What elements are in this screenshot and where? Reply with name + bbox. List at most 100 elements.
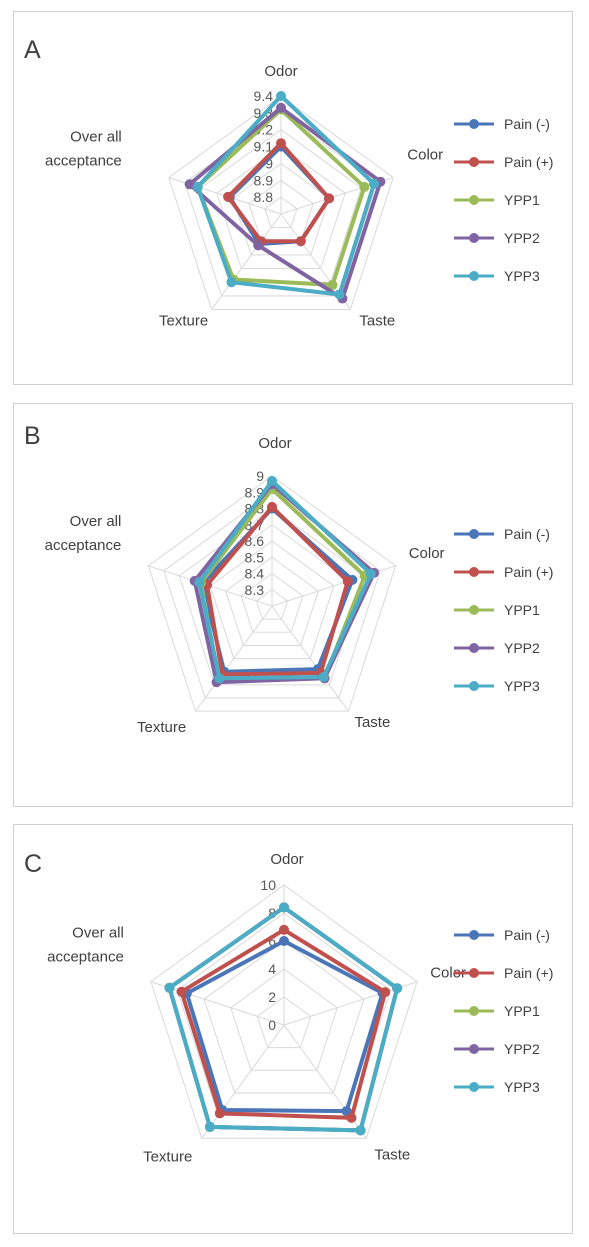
data-point	[184, 179, 195, 190]
data-point	[164, 982, 175, 993]
data-point	[276, 102, 286, 113]
tick-label: 8.8	[254, 189, 274, 205]
legend-label: YPP2	[504, 1041, 540, 1057]
series-line	[195, 94, 376, 297]
legend-marker	[469, 119, 479, 129]
gridline	[147, 475, 397, 712]
axis-label-taste: Taste	[374, 1146, 410, 1163]
data-point	[324, 193, 335, 204]
data-point	[327, 279, 338, 290]
gridline	[150, 884, 418, 1139]
legend-item-ypp1: YPP1	[454, 192, 540, 208]
gridline	[178, 507, 366, 686]
series-line	[187, 105, 383, 301]
legend-item-ypp2: YPP2	[454, 230, 540, 246]
data-point	[355, 1125, 366, 1136]
legend-label: YPP3	[504, 268, 540, 284]
panel-label: B	[24, 422, 41, 450]
data-point	[194, 577, 205, 588]
legend-marker	[469, 1044, 479, 1054]
gridline	[240, 572, 304, 633]
data-point	[276, 138, 286, 149]
spoke	[271, 605, 349, 712]
data-point	[295, 236, 306, 247]
legend-marker	[469, 968, 479, 978]
axis-label-over-all-acceptance: Over all acceptance	[47, 925, 124, 966]
legend-marker	[469, 567, 479, 577]
tick-label: 9.4	[254, 88, 274, 104]
axis-label-over-all-acceptance: Over all acceptance	[45, 129, 122, 170]
legend-label: YPP3	[504, 1079, 540, 1095]
data-point	[276, 91, 286, 101]
legend-marker	[469, 1006, 479, 1016]
series-line	[184, 939, 385, 1114]
panel-label: A	[24, 36, 41, 64]
series-line	[205, 504, 350, 677]
data-point	[334, 289, 345, 300]
legend-item-pain: Pain (+)	[454, 154, 553, 170]
tick-label: 9.1	[254, 139, 274, 155]
legend-label: YPP1	[504, 602, 540, 618]
data-point	[279, 936, 289, 946]
axis-label-odor: Odor	[264, 63, 297, 80]
series-line	[226, 141, 332, 244]
legend-marker	[469, 233, 479, 243]
gridline	[255, 589, 289, 620]
tick-label: 2	[268, 989, 276, 1005]
spoke	[211, 213, 282, 310]
legend-item-pain: Pain (+)	[454, 564, 553, 580]
series-ypp2	[184, 102, 386, 304]
legend-marker	[469, 271, 479, 281]
legend-label: YPP2	[504, 640, 540, 656]
axis-label-odor: Odor	[270, 851, 303, 868]
legend-label: Pain (+)	[504, 965, 553, 981]
axis-label-color: Color	[430, 965, 466, 982]
data-point	[267, 501, 277, 512]
legend: Pain (-) Pain (+) YPP1 YPP2 YPP3	[454, 526, 553, 694]
chart-panel-b: B 8.3 8.4 8.5 8.6 8.7 8.8 8.9 9 Odor Color Taste Tex…	[13, 403, 573, 807]
legend-marker	[469, 1082, 479, 1092]
data-point	[253, 240, 264, 251]
legend-item-ypp2: YPP2	[454, 1041, 540, 1057]
legend-label: Pain (-)	[504, 526, 550, 542]
data-point	[342, 576, 353, 587]
data-point	[192, 181, 203, 192]
legend-item-pain: Pain (-)	[454, 927, 550, 943]
spoke	[195, 605, 273, 712]
data-point	[365, 568, 376, 579]
series-pain	[223, 138, 335, 247]
data-point	[279, 902, 289, 913]
legend-marker	[469, 195, 479, 205]
axis-label-color: Color	[407, 147, 443, 164]
legend-marker	[469, 529, 479, 539]
tick-label: 9	[265, 155, 273, 171]
data-point	[214, 673, 225, 684]
gridline	[168, 95, 394, 310]
legend-marker	[469, 605, 479, 615]
data-point	[176, 986, 187, 997]
legend-item-ypp3: YPP3	[454, 1079, 540, 1095]
radar-chart-b: B8.38.48.58.68.78.88.99OdorColorTasteTex…	[24, 422, 553, 736]
axis-label-texture: Texture	[143, 1148, 192, 1165]
legend: Pain (-) Pain (+) YPP1 YPP2 YPP3	[454, 927, 553, 1095]
legend-marker	[469, 681, 479, 691]
axis-label-odor: Odor	[258, 435, 291, 452]
series-line	[197, 478, 373, 681]
tick-label: 6	[268, 933, 276, 949]
axis-label-taste: Taste	[359, 312, 395, 329]
axis-label-color: Color	[409, 545, 445, 562]
legend-marker	[469, 157, 479, 167]
legend-item-pain: Pain (+)	[454, 965, 553, 981]
legend-item-pain: Pain (-)	[454, 116, 550, 132]
legend-item-ypp1: YPP1	[454, 1003, 540, 1019]
data-point	[214, 1108, 225, 1119]
series-line	[227, 144, 332, 247]
axis-label-over-all-acceptance: Over all acceptance	[45, 513, 122, 554]
panel-label: C	[24, 850, 42, 878]
tick-label: 8.9	[254, 172, 274, 188]
tick-label: 9	[256, 468, 264, 484]
tick-label: 4	[268, 961, 276, 977]
spoke	[201, 1024, 285, 1139]
tick-label: 8	[268, 905, 276, 921]
series-line	[179, 927, 388, 1120]
